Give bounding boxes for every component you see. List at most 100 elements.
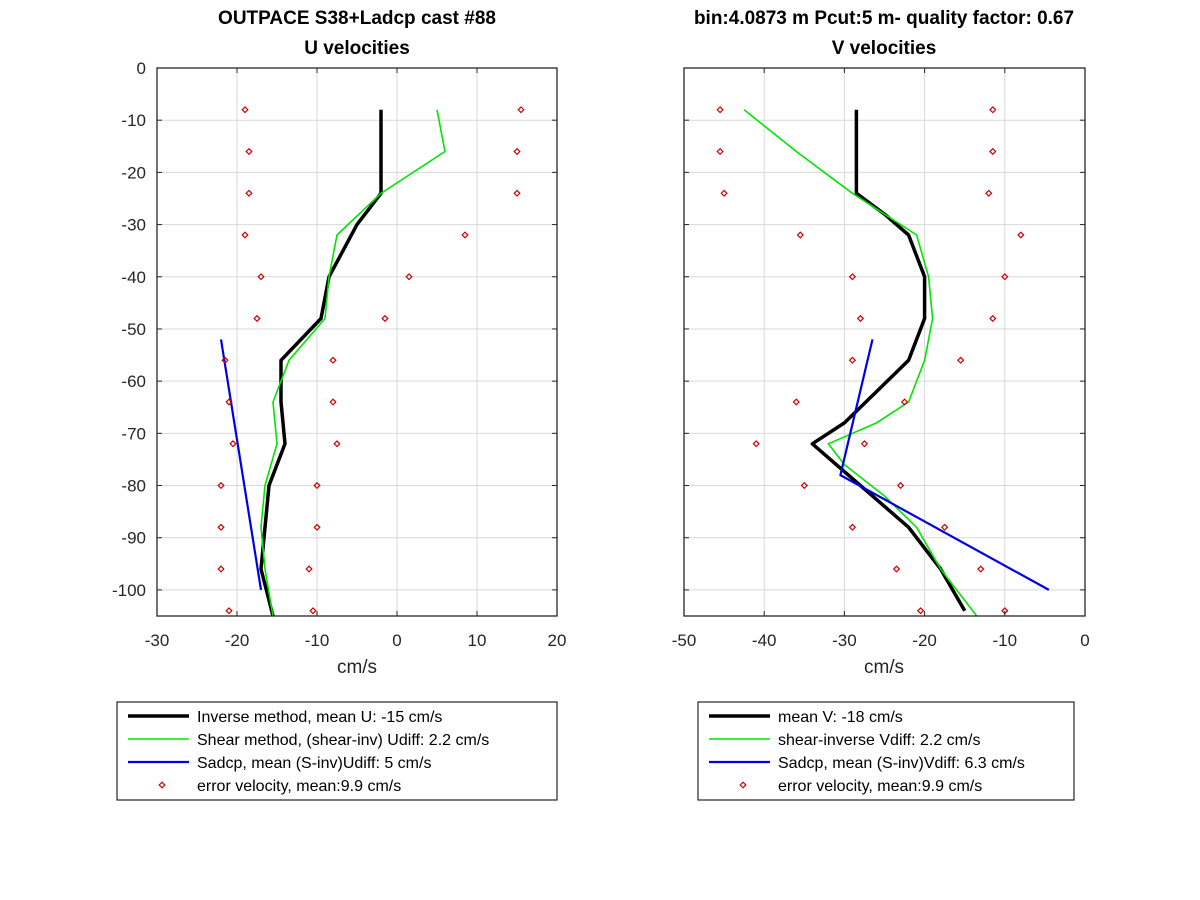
u-error-velocity-point: [313, 523, 321, 531]
u-inverse-series-line: [259, 109, 383, 617]
u-error-velocity-point: [257, 273, 265, 281]
v-error-velocity-point: [916, 607, 925, 615]
u-error-velocity-point: [245, 189, 253, 197]
v-error-velocity-point: [896, 481, 905, 490]
v-error-velocity-point: [792, 398, 800, 406]
u-xtick-label: -30: [145, 631, 170, 650]
u-error-velocity-point: [305, 565, 313, 573]
v-error-velocity-point: [848, 356, 857, 364]
v-xtick-label: -30: [832, 631, 857, 650]
u-legend-swatch-error: [158, 781, 166, 789]
u-xtick-label: 10: [468, 631, 487, 650]
v-xtick-label: -10: [993, 631, 1018, 650]
u-ytick-label: -50: [121, 320, 146, 339]
u-error-velocity-point: [217, 565, 225, 573]
v-error-velocity-point: [1001, 273, 1009, 281]
v-error-velocity-point: [985, 189, 993, 197]
u-xtick-label: -10: [305, 631, 330, 650]
v-error-velocity-point: [716, 147, 724, 156]
right-title-line2: V velocities: [832, 38, 937, 59]
u-error-velocity-point: [329, 398, 337, 406]
v-shear-series-line: [743, 109, 978, 617]
u-sadcp-series-line: [219, 339, 263, 591]
v-error-velocity-point: [848, 523, 857, 531]
v-error-velocity-point: [848, 273, 857, 281]
u-error-velocity-point: [513, 147, 521, 156]
v-legend-box: [697, 701, 1075, 801]
v-error-velocity-point: [977, 565, 985, 573]
u-error-velocity-point: [381, 314, 389, 323]
v-error-velocity-point: [800, 481, 808, 490]
u-error-velocity-point: [241, 231, 249, 239]
v-legend-swatch-error: [739, 781, 747, 789]
u-error-velocity-point: [513, 189, 521, 197]
u-legend: Inverse method, mean U: -15 cm/s Shear me…: [116, 701, 558, 801]
u-ytick-label: 0: [137, 59, 146, 78]
v-error-velocity-point: [989, 147, 997, 156]
left-title-line1: OUTPACE S38+Ladcp cast #88: [218, 8, 496, 29]
v-legend-label-error: error velocity, mean:9.9 cm/s: [778, 778, 982, 795]
u-error-velocity-point: [309, 607, 317, 615]
u-ytick-label: -20: [121, 163, 146, 182]
right-title-line1: bin:4.0873 m Pcut:5 m- quality factor: 0…: [694, 8, 1074, 29]
u-ytick-label: -60: [121, 372, 146, 391]
u-axes-frame: [156, 67, 558, 617]
v-error-velocity-point: [957, 356, 965, 364]
u-error-velocity-point: [217, 523, 225, 531]
v-legend-label-inverse: mean V: -18 cm/s: [778, 709, 903, 726]
v-ticks: -50 -40 -30 -20 -10 0: [672, 67, 1090, 650]
v-error-velocity-point: [856, 314, 865, 323]
u-legend-box: [116, 701, 558, 801]
u-legend-label-shear: Shear method, (shear-inv) Udiff: 2.2 cm/…: [197, 732, 489, 749]
u-legend-label-inverse: Inverse method, mean U: -15 cm/s: [197, 709, 442, 726]
u-ytick-label: -90: [121, 529, 146, 548]
u-error-velocity-point: [329, 356, 337, 364]
u-error-velocity-point: [217, 481, 225, 490]
v-error-velocity-point: [900, 398, 909, 406]
u-legend-label-error: error velocity, mean:9.9 cm/s: [197, 778, 401, 795]
u-ytick-label: -70: [121, 424, 146, 443]
u-ticks: -30 -20 -10 0 10 200-10-20-30-40-50-60-70-80-…: [112, 59, 566, 650]
v-inverse-series-line: [810, 109, 967, 612]
u-ytick-label: -80: [121, 477, 146, 496]
v-legend-label-sadcp: Sadcp, mean (S-inv)Vdiff: 6.3 cm/s: [778, 755, 1025, 772]
u-error-velocity-point: [313, 481, 321, 490]
v-xtick-label: -40: [752, 631, 777, 650]
u-error-velocity-point: [333, 440, 341, 448]
u-error-velocity-point: [253, 314, 261, 323]
v-error-velocity-point: [752, 440, 760, 448]
u-xtick-label: -20: [225, 631, 250, 650]
u-xtick-label: 20: [548, 631, 567, 650]
u-error-velocity-point: [221, 356, 229, 364]
v-error-velocity-point: [941, 523, 949, 531]
u-error-velocity-point: [225, 607, 233, 615]
u-shear-series-line: [260, 109, 446, 617]
u-ytick-label: -30: [121, 216, 146, 235]
u-velocity-panel: -30 -20 -10 0 10 200-10-20-30-40-50-60-70-80-…: [112, 59, 566, 801]
u-error-velocity-point: [245, 147, 253, 156]
v-sadcp-series-line: [839, 339, 1050, 591]
v-velocity-panel: -50 -40 -30 -20 -10 0 cm/s mean V: -18 cm/s sh…: [672, 67, 1090, 801]
u-legend-label-sadcp: Sadcp, mean (S-inv)Udiff: 5 cm/s: [197, 755, 431, 772]
v-xtick-label: 0: [1080, 631, 1089, 650]
u-xlabel: cm/s: [337, 657, 377, 678]
u-ytick-label: -100: [112, 581, 146, 600]
v-axes-frame: [683, 67, 1086, 617]
u-error-velocity-point: [461, 231, 469, 239]
v-error-velocity-point: [796, 231, 804, 239]
v-error-velocity-point: [1017, 231, 1025, 239]
u-ytick-label: -40: [121, 268, 146, 287]
v-error-velocity-point: [860, 440, 869, 448]
v-xtick-label: -20: [912, 631, 937, 650]
u-error-velocity-point: [241, 106, 249, 114]
u-error-velocity-point: [517, 106, 525, 114]
u-plot-area: [217, 106, 525, 617]
v-error-velocity-point: [989, 106, 997, 114]
u-ytick-label: -10: [121, 111, 146, 130]
u-error-velocity-point: [229, 440, 237, 448]
u-xtick-label: 0: [392, 631, 401, 650]
v-error-velocity-point: [989, 314, 997, 323]
v-error-velocity-point: [720, 189, 728, 197]
v-xlabel: cm/s: [864, 657, 904, 678]
